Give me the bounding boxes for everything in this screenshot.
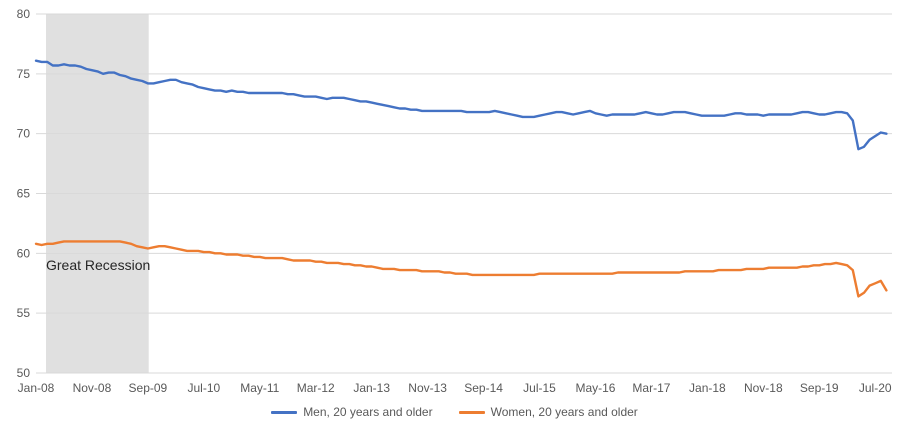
x-tick-label: Mar-12 xyxy=(297,381,335,395)
y-tick-label: 50 xyxy=(17,366,31,380)
x-tick-label: Jan-13 xyxy=(353,381,390,395)
y-tick-label: 55 xyxy=(17,306,31,320)
y-tick-label: 60 xyxy=(17,246,31,260)
y-tick-label: 75 xyxy=(17,67,31,81)
x-tick-label: Jan-18 xyxy=(689,381,726,395)
x-tick-label: Sep-14 xyxy=(464,381,503,395)
x-tick-label: Sep-19 xyxy=(800,381,839,395)
x-tick-label: Nov-13 xyxy=(408,381,447,395)
annotation-recession-label: Great Recession xyxy=(46,257,150,273)
y-tick-label: 65 xyxy=(17,187,31,201)
y-tick-label: 80 xyxy=(17,7,31,21)
x-tick-label: Jul-15 xyxy=(523,381,556,395)
legend-label-men: Men, 20 years and older xyxy=(303,405,433,419)
x-tick-label: Jul-10 xyxy=(187,381,220,395)
series-line-women xyxy=(34,240,888,298)
legend: Men, 20 years and older Women, 20 years … xyxy=(0,405,909,419)
legend-swatch-men xyxy=(271,410,298,414)
gridlines xyxy=(36,13,892,374)
annotations: Great Recession xyxy=(46,257,150,273)
legend-swatch-women xyxy=(458,410,485,414)
x-tick-label: Jul-20 xyxy=(859,381,892,395)
y-tick-label: 70 xyxy=(17,127,31,141)
legend-label-women: Women, 20 years and older xyxy=(490,405,638,419)
x-tick-label: Nov-18 xyxy=(744,381,783,395)
x-tick-label: May-11 xyxy=(240,381,279,395)
x-tick-label: May-16 xyxy=(575,381,615,395)
y-axis-tick-labels: 50 55 60 65 70 75 80 xyxy=(17,7,31,380)
x-axis-tick-labels: Jan-08 Nov-08 Sep-09 Jul-10 May-11 Mar-12 Jan-… xyxy=(18,381,892,395)
series-lines xyxy=(34,59,888,298)
legend-item-men[interactable]: Men, 20 years and older xyxy=(271,405,433,419)
x-tick-label: Nov-08 xyxy=(73,381,112,395)
legend-item-women[interactable]: Women, 20 years and older xyxy=(458,405,638,419)
x-tick-label: Jan-08 xyxy=(18,381,55,395)
x-tick-label: Mar-17 xyxy=(632,381,670,395)
x-tick-label: Sep-09 xyxy=(129,381,168,395)
series-line-men xyxy=(34,59,888,151)
